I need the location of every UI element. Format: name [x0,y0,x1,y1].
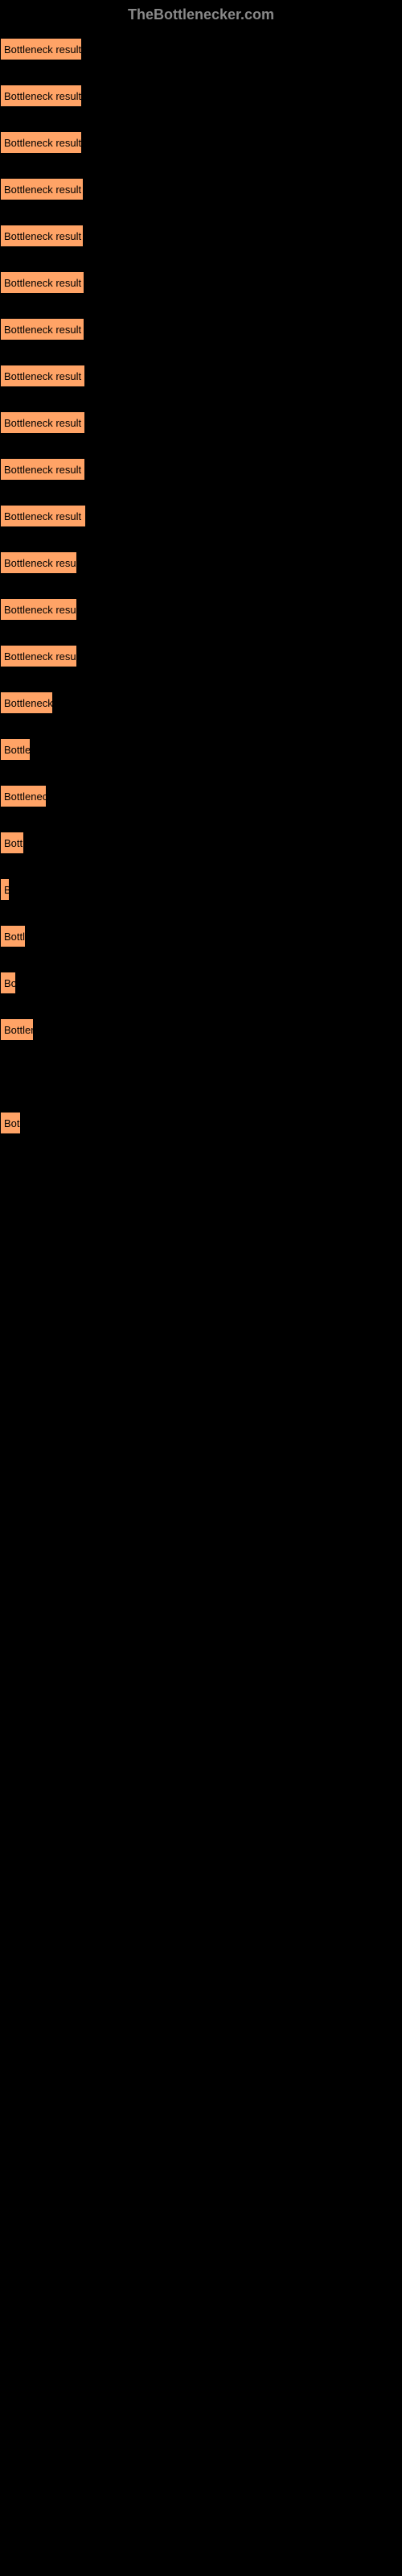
chart-container: Bottleneck result Bottleneck result Bottle… [0,30,402,1166]
chart-bar [0,1735,2,1757]
chart-bar: Bot [0,1112,21,1134]
header-title: TheBottlenecker.com [0,0,402,30]
chart-bar: Bottl [0,925,26,947]
bar-row: Bottler [0,1018,402,1041]
chart-bar [0,1065,2,1088]
bar-row: Bottleneck result [0,365,402,387]
bar-row: Bottleneck resu [0,598,402,621]
chart-bar: Bottleneck result [0,411,85,434]
chart-bar: Bottleneck result [0,131,82,154]
bar-row: Bottl [0,925,402,947]
bar-row: Bottleneck [0,691,402,714]
bar-row: Bo [0,972,402,994]
bar-row: Bottleneck resu [0,645,402,667]
bar-row: Bottleneck result [0,131,402,154]
bar-row [0,1735,2,1757]
chart-bar: Bottleneck [0,691,53,714]
bar-row: Bott [0,832,402,854]
bar-row: Bottleneck result [0,458,402,481]
bar-row [0,1065,402,1088]
chart-bar: Bottleneck result [0,225,84,247]
chart-bar: B [0,878,10,901]
chart-bar: Bottleneck resu [0,645,77,667]
chart-bar: Bottlenec [0,785,47,807]
bar-row: Bot [0,1112,402,1134]
chart-bar: Bottleneck result [0,458,85,481]
bar-row: Bottleneck result [0,505,402,527]
chart-bar: Bottleneck result [0,178,84,200]
bar-row: Bottlenec [0,785,402,807]
bar-row: Bottleneck result [0,271,402,294]
bar-row: Bottleneck result [0,85,402,107]
chart-bar: Bottleneck result [0,505,86,527]
chart-bar: Bottle [0,738,31,761]
chart-bar: Bottleneck resu [0,598,77,621]
bar-row: B [0,878,402,901]
bar-row: Bottleneck result [0,38,402,60]
chart-bar: Bottleneck result [0,271,84,294]
bar-row: Bottleneck result [0,411,402,434]
bar-row: Bottleneck resu [0,551,402,574]
chart-bar: Bottleneck result [0,318,84,341]
chart-bar: Bottleneck resu [0,551,77,574]
chart-bar: Bottleneck result [0,365,85,387]
chart-bar: Bottleneck result [0,38,82,60]
bar-row: Bottle [0,738,402,761]
chart-bar: Bott [0,832,24,854]
chart-bar: Bottler [0,1018,34,1041]
bar-row: Bottleneck result [0,225,402,247]
bar-row: Bottleneck result [0,318,402,341]
chart-bar: Bo [0,972,16,994]
bar-row: Bottleneck result [0,178,402,200]
chart-bar: Bottleneck result [0,85,82,107]
